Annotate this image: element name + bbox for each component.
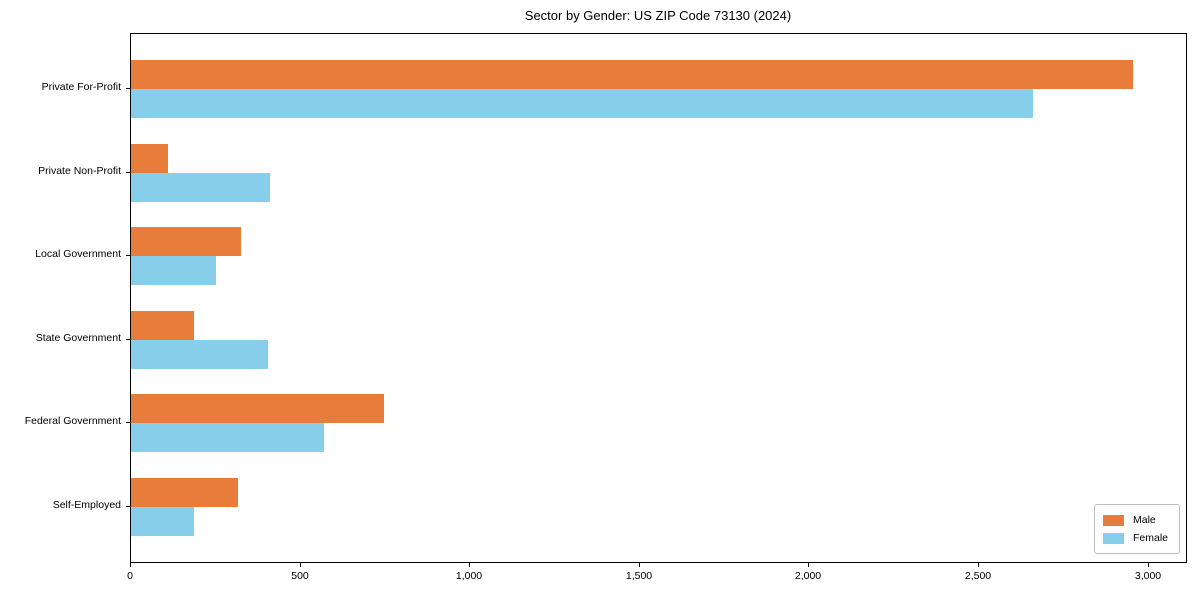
plot-area: Male Female	[130, 33, 1187, 563]
bar-male-6	[131, 478, 238, 507]
y-tick	[126, 172, 130, 173]
bar-male-5	[131, 394, 384, 423]
x-axis-label: 1,500	[625, 570, 653, 582]
y-axis-label: Private For-Profit	[41, 81, 121, 93]
x-axis-label: 1,000	[455, 570, 483, 582]
x-axis-label: 2,500	[964, 570, 992, 582]
y-tick	[126, 422, 130, 423]
x-tick	[808, 563, 809, 567]
legend-swatch-female	[1102, 532, 1124, 544]
x-axis-label: 500	[291, 570, 309, 582]
bar-female-1	[131, 89, 1033, 118]
x-axis-label: 2,000	[794, 570, 822, 582]
x-tick	[978, 563, 979, 567]
y-axis-label: Federal Government	[24, 415, 121, 427]
x-tick	[300, 563, 301, 567]
y-tick	[126, 506, 130, 507]
y-axis-label: State Government	[35, 332, 121, 344]
y-tick	[126, 88, 130, 89]
bar-male-1	[131, 60, 1133, 89]
bar-female-5	[131, 423, 324, 452]
y-tick	[126, 339, 130, 340]
legend: Male Female	[1093, 504, 1180, 554]
chart-title: Sector by Gender: US ZIP Code 73130 (202…	[524, 8, 792, 23]
legend-entry-male: Male	[1102, 511, 1168, 529]
legend-label: Male	[1132, 514, 1156, 526]
bar-female-2	[131, 173, 270, 202]
y-axis-label: Self-Employed	[52, 499, 121, 511]
bar-male-4	[131, 311, 194, 340]
bar-female-3	[131, 256, 216, 285]
legend-label: Female	[1132, 532, 1168, 544]
x-tick	[130, 563, 131, 567]
bar-female-6	[131, 507, 194, 536]
x-axis-label: 0	[127, 570, 133, 582]
bar-male-3	[131, 227, 241, 256]
x-tick	[1148, 563, 1149, 567]
legend-swatch-male	[1102, 514, 1124, 526]
bar-male-2	[131, 144, 168, 173]
x-axis-label: 3,000	[1134, 570, 1162, 582]
y-tick	[126, 255, 130, 256]
x-tick	[469, 563, 470, 567]
bar-female-4	[131, 340, 268, 369]
legend-entry-female: Female	[1102, 529, 1168, 547]
y-axis-label: Local Government	[35, 248, 121, 260]
x-tick	[639, 563, 640, 567]
y-axis-label: Private Non-Profit	[38, 165, 121, 177]
